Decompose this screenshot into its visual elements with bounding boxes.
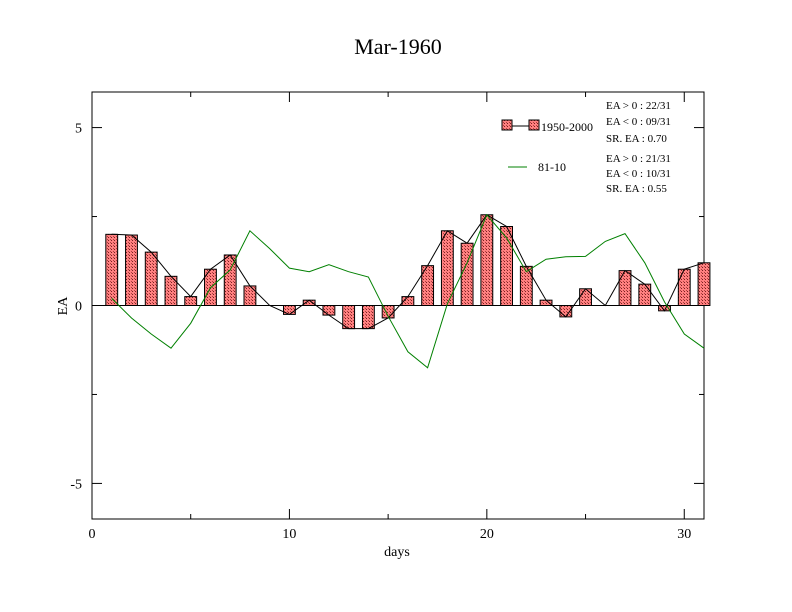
bar <box>184 296 198 306</box>
bar-series <box>105 214 711 330</box>
stats-2-negative: EA < 0 : 10/31 <box>606 168 671 180</box>
axis-ticks: 0 10 20 30 -5 0 5 <box>70 92 704 542</box>
legend: 1950-2000 81-10 <box>501 119 593 174</box>
series-1950-2000-line <box>111 214 705 330</box>
y-tick-label: 5 <box>75 122 82 137</box>
bar <box>342 305 356 330</box>
stats-1-sr: SR. EA : 0.70 <box>606 133 667 145</box>
x-tick-label: 20 <box>480 527 494 542</box>
x-tick-label: 10 <box>282 527 296 542</box>
bar <box>243 285 257 307</box>
series-81-10-line <box>111 213 705 369</box>
bar <box>480 214 494 306</box>
bar <box>144 251 158 306</box>
x-tick-label: 0 <box>89 527 96 542</box>
bar <box>697 262 711 306</box>
legend-label-81-10: 81-10 <box>538 160 566 174</box>
bar <box>579 288 592 307</box>
bar <box>638 283 652 306</box>
legend-bar-swatch-left <box>501 119 513 131</box>
bar <box>539 299 553 307</box>
line-series <box>111 213 705 369</box>
legend-bar-swatch-right <box>528 119 540 131</box>
x-tick-label: 30 <box>677 527 691 542</box>
stats-2-positive: EA > 0 : 21/31 <box>606 153 671 165</box>
bar <box>105 233 119 306</box>
y-tick-label: -5 <box>70 477 82 492</box>
stats-1-positive: EA > 0 : 22/31 <box>606 100 671 112</box>
bar <box>677 268 691 306</box>
legend-label-1950-2000: 1950-2000 <box>541 120 593 134</box>
chart-title: Mar-1960 <box>354 34 442 59</box>
y-axis-label: EA <box>56 296 71 316</box>
stats-annotations: EA > 0 : 22/31 EA < 0 : 09/31 SR. EA : 0… <box>606 100 671 195</box>
y-tick-label: 0 <box>75 300 82 315</box>
stats-2-sr: SR. EA : 0.55 <box>606 183 667 195</box>
x-axis-label: days <box>384 545 410 560</box>
bar <box>361 305 375 330</box>
stats-1-negative: EA < 0 : 09/31 <box>606 116 671 128</box>
bar <box>125 234 138 306</box>
bar <box>618 270 632 306</box>
bar <box>322 305 336 316</box>
